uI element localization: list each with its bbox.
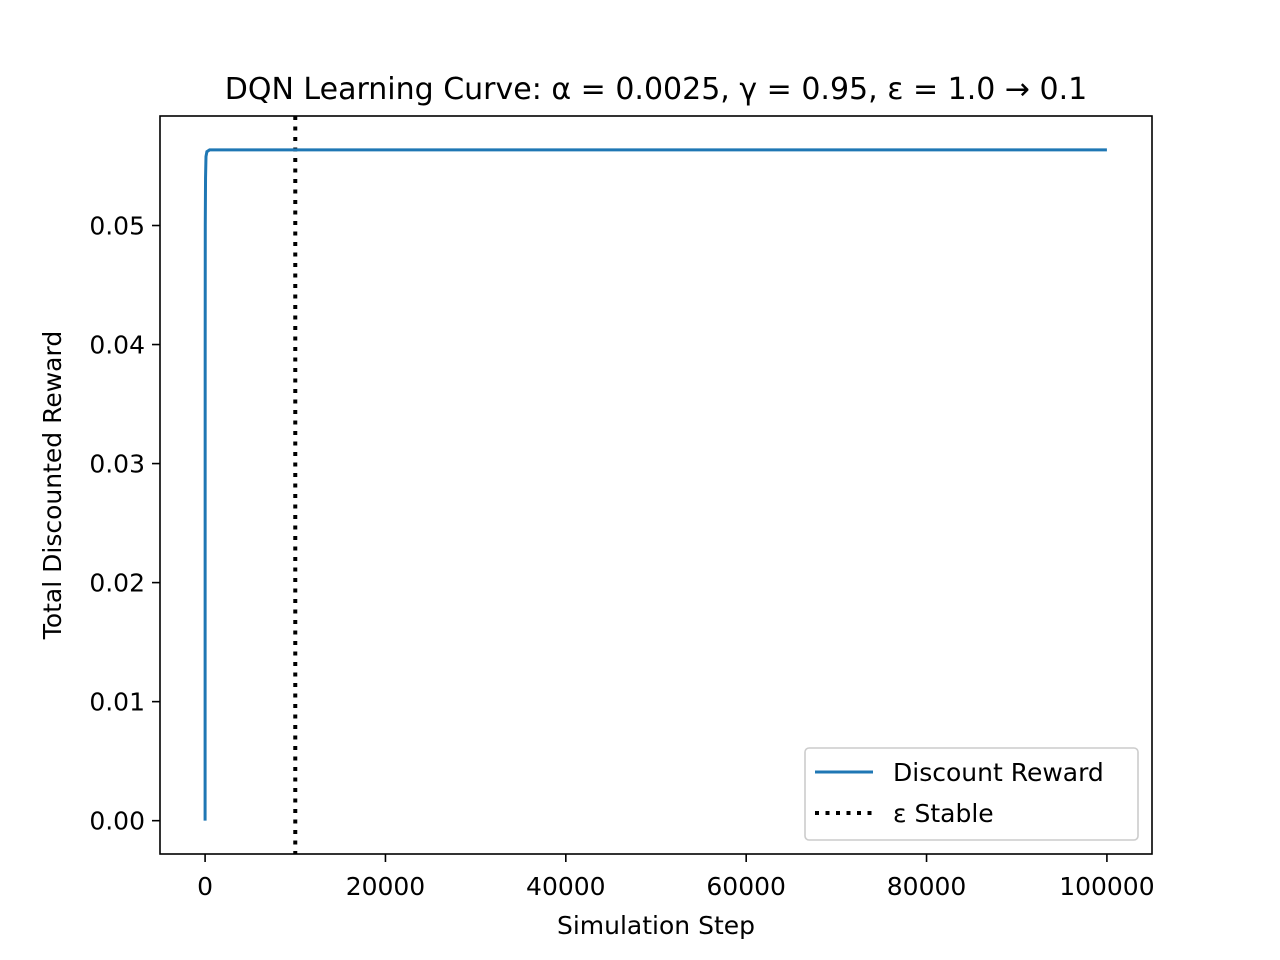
series-line-discount-reward [203,148,1107,821]
legend: Discount Reward ε Stable [804,747,1139,841]
y-tick-label: 0.05 [89,212,145,241]
y-tick-label: 0.00 [89,807,145,836]
x-tick-label: 100000 [1059,872,1154,901]
x-tick-label: 60000 [706,872,786,901]
chart-title: DQN Learning Curve: α = 0.0025, γ = 0.95… [225,72,1088,107]
y-tick-label: 0.02 [89,569,145,598]
x-tick-label: 80000 [887,872,967,901]
plot-frame [159,115,1153,855]
x-axis-label: Simulation Step [557,911,755,940]
x-axis-ticks: 0 20000 40000 60000 80000 100000 [197,854,1155,901]
y-tick-label: 0.03 [89,450,145,479]
plot-background [160,116,1152,854]
y-tick-label: 0.01 [89,688,145,717]
y-axis-label: Total Discounted Reward [38,331,67,640]
x-tick-label: 20000 [346,872,426,901]
x-tick-label: 40000 [526,872,606,901]
legend-label-epsilon-stable: ε Stable [893,799,994,828]
series-layer [203,116,1107,854]
legend-box [804,747,1139,841]
y-tick-label: 0.04 [89,331,145,360]
y-axis-ticks: 0.00 0.01 0.02 0.03 0.04 0.05 [89,212,160,836]
x-tick-label: 0 [197,872,213,901]
plot-area [159,115,1153,855]
legend-label-discount-reward: Discount Reward [893,758,1104,787]
